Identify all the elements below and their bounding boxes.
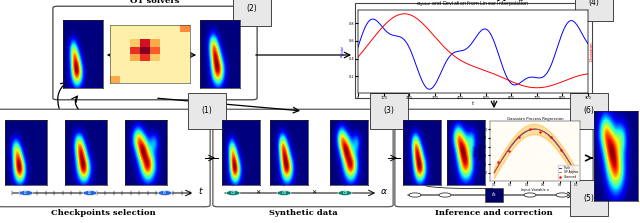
GP Approx (569, 166, 577, 169)
X-axis label: t: t (472, 101, 474, 106)
Text: α₂: α₂ (282, 190, 287, 196)
Line: Truth: Truth (494, 129, 576, 173)
Text: tₖ: tₖ (492, 192, 497, 198)
Text: ✕: ✕ (312, 190, 317, 196)
Text: Synthetic data: Synthetic data (269, 209, 337, 217)
GP Approx (540, 131, 547, 133)
Line: GP Approx: GP Approx (494, 129, 576, 173)
GP Approx (530, 128, 538, 130)
Text: (2): (2) (246, 4, 257, 12)
Text: α₁: α₁ (230, 190, 236, 196)
Truth (572, 171, 580, 174)
Text: (4): (4) (589, 0, 600, 8)
Text: α: α (381, 188, 387, 196)
Truth (533, 128, 541, 131)
Text: ✕: ✕ (255, 190, 260, 196)
Text: t₁: t₁ (24, 190, 28, 196)
Truth (569, 166, 577, 169)
Circle shape (524, 193, 536, 197)
FancyBboxPatch shape (0, 109, 210, 207)
Text: t₂: t₂ (88, 190, 92, 196)
Title: $\alpha_{global}$ and Deviation from Linear Interpolation: $\alpha_{global}$ and Deviation from Lin… (416, 0, 530, 10)
Text: Virtual time mapping: Virtual time mapping (422, 0, 524, 1)
X-axis label: Input Variable x: Input Variable x (521, 188, 549, 192)
GP Approx (490, 171, 498, 174)
Observed (547, 136, 555, 138)
Text: (3): (3) (383, 107, 394, 116)
FancyBboxPatch shape (355, 3, 592, 98)
FancyBboxPatch shape (53, 6, 257, 100)
Legend: Truth, GP Approx, Observed: Truth, GP Approx, Observed (557, 165, 579, 180)
Circle shape (226, 191, 240, 195)
Observed (494, 161, 502, 164)
Text: Inference and correction: Inference and correction (435, 209, 553, 217)
Observed (515, 136, 523, 138)
Observed (536, 130, 544, 133)
Circle shape (19, 191, 33, 195)
Observed (557, 148, 565, 151)
Text: t: t (198, 188, 202, 196)
GP Approx (506, 146, 514, 149)
Text: t₃: t₃ (163, 190, 167, 196)
Y-axis label: Output
Variable y: Output Variable y (474, 143, 483, 159)
Circle shape (277, 191, 291, 195)
Circle shape (556, 193, 568, 197)
Observed (526, 128, 534, 130)
Truth (566, 162, 574, 165)
Text: (5): (5) (584, 194, 595, 202)
Circle shape (158, 191, 172, 195)
FancyBboxPatch shape (213, 109, 393, 207)
Truth (506, 147, 514, 149)
Truth (531, 128, 538, 130)
Truth (490, 171, 498, 174)
Observed (568, 168, 575, 171)
GP Approx (572, 172, 580, 174)
Truth (509, 142, 517, 145)
Text: (1): (1) (202, 107, 212, 116)
Text: (6): (6) (584, 107, 595, 116)
Circle shape (439, 193, 451, 197)
Truth (540, 130, 547, 133)
GP Approx (509, 141, 517, 144)
GP Approx (566, 162, 574, 165)
Circle shape (409, 193, 421, 197)
Y-axis label: Deviation: Deviation (589, 42, 593, 61)
Text: OT solvers: OT solvers (131, 0, 180, 5)
Y-axis label: $\alpha_{global}$: $\alpha_{global}$ (339, 45, 348, 58)
FancyBboxPatch shape (395, 109, 593, 207)
Text: α₃: α₃ (342, 190, 348, 196)
Observed (505, 149, 513, 152)
GP Approx (533, 128, 541, 131)
Title: Gaussian Process Regression: Gaussian Process Regression (507, 117, 563, 121)
Line: Observed: Observed (497, 128, 573, 171)
Circle shape (83, 191, 97, 195)
FancyBboxPatch shape (485, 188, 503, 202)
Circle shape (338, 191, 352, 195)
Text: Checkpoints selection: Checkpoints selection (51, 209, 156, 217)
